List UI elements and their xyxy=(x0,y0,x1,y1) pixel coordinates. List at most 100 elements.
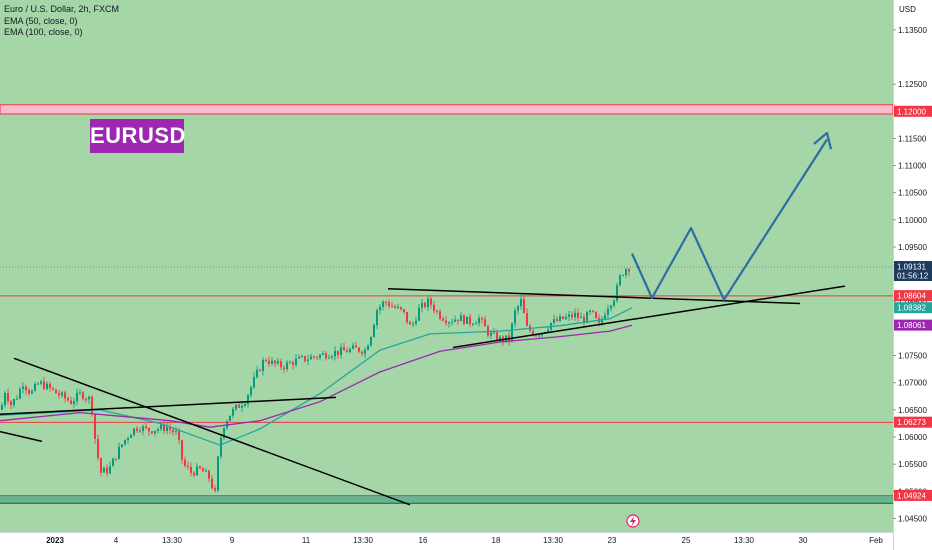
candle-body-203[interactable] xyxy=(610,305,612,309)
candle-body-28[interactable] xyxy=(85,399,87,401)
candle-body-55[interactable] xyxy=(166,427,168,432)
plot-background[interactable] xyxy=(0,0,893,532)
candle-body-10[interactable] xyxy=(31,390,33,394)
candle-body-72[interactable] xyxy=(217,456,219,491)
candle-body-138[interactable] xyxy=(415,320,417,324)
candle-body-50[interactable] xyxy=(151,431,153,434)
candle-body-8[interactable] xyxy=(25,386,27,391)
candle-body-143[interactable] xyxy=(430,298,432,305)
candle-body-165[interactable] xyxy=(496,332,498,342)
candle-body-66[interactable] xyxy=(199,466,201,469)
candle-body-62[interactable] xyxy=(187,465,189,468)
resistance-zone[interactable] xyxy=(0,104,894,115)
candle-body-80[interactable] xyxy=(241,405,243,408)
candle-body-11[interactable] xyxy=(34,383,36,391)
candle-body-185[interactable] xyxy=(556,319,558,321)
candle-body-18[interactable] xyxy=(55,389,57,394)
candle-body-148[interactable] xyxy=(445,320,447,323)
candle-body-2[interactable] xyxy=(7,393,9,402)
price-label-box-6[interactable] xyxy=(894,489,932,501)
candle-body-13[interactable] xyxy=(40,381,42,384)
candle-body-186[interactable] xyxy=(559,316,561,321)
candle-body-54[interactable] xyxy=(163,424,165,432)
candle-body-39[interactable] xyxy=(118,446,120,459)
candle-body-135[interactable] xyxy=(406,311,408,323)
price-label-box-1[interactable] xyxy=(894,261,932,282)
candle-body-40[interactable] xyxy=(121,444,123,447)
candle-body-170[interactable] xyxy=(511,323,513,341)
candle-body-17[interactable] xyxy=(52,387,54,390)
candle-body-196[interactable] xyxy=(589,310,591,313)
candle-body-93[interactable] xyxy=(280,361,282,368)
candle-body-29[interactable] xyxy=(88,396,90,400)
price-label-box-0[interactable] xyxy=(894,105,932,117)
candle-body-123[interactable] xyxy=(370,336,372,346)
candle-body-209[interactable] xyxy=(628,269,630,272)
candle-body-33[interactable] xyxy=(100,458,102,473)
candle-body-32[interactable] xyxy=(97,438,99,459)
candle-body-189[interactable] xyxy=(568,314,570,317)
candle-body-179[interactable] xyxy=(538,335,540,337)
candle-body-12[interactable] xyxy=(37,383,39,385)
candle-body-47[interactable] xyxy=(142,426,144,431)
candle-body-151[interactable] xyxy=(454,319,456,322)
candle-body-108[interactable] xyxy=(325,353,327,359)
candle-body-193[interactable] xyxy=(580,317,582,319)
candle-body-101[interactable] xyxy=(304,356,306,361)
candle-body-96[interactable] xyxy=(289,362,291,364)
candle-body-94[interactable] xyxy=(283,367,285,370)
candle-body-51[interactable] xyxy=(154,430,156,434)
candle-body-161[interactable] xyxy=(484,319,486,327)
candle-body-4[interactable] xyxy=(13,398,15,406)
candle-body-152[interactable] xyxy=(457,319,459,322)
candle-body-172[interactable] xyxy=(517,306,519,311)
candle-body-57[interactable] xyxy=(172,429,174,433)
candle-body-198[interactable] xyxy=(595,311,597,319)
candle-body-68[interactable] xyxy=(205,470,207,472)
candle-body-23[interactable] xyxy=(70,400,72,405)
trendline-3[interactable] xyxy=(387,288,801,305)
price-label-box-4[interactable] xyxy=(894,319,932,331)
legend-ema-100[interactable]: EMA (100, close, 0) xyxy=(4,27,83,37)
candle-body-110[interactable] xyxy=(331,356,333,358)
candle-body-163[interactable] xyxy=(490,332,492,336)
candle-body-37[interactable] xyxy=(112,458,114,467)
candle-body-19[interactable] xyxy=(58,393,60,396)
legend-ema-50[interactable]: EMA (50, close, 0) xyxy=(4,15,78,26)
candle-body-81[interactable] xyxy=(244,404,246,406)
ema-50-line[interactable] xyxy=(0,307,633,446)
support-zone[interactable] xyxy=(0,495,893,504)
candle-body-34[interactable] xyxy=(103,467,105,473)
candle-body-126[interactable] xyxy=(379,306,381,311)
candle-body-205[interactable] xyxy=(616,285,618,301)
candle-body-175[interactable] xyxy=(526,313,528,326)
candle-body-149[interactable] xyxy=(448,322,450,324)
candle-body-206[interactable] xyxy=(619,275,621,286)
candle-body-191[interactable] xyxy=(574,312,576,318)
projection-path[interactable] xyxy=(630,138,828,301)
candle-body-70[interactable] xyxy=(211,478,213,489)
candle-body-155[interactable] xyxy=(466,316,468,324)
candle-body-140[interactable] xyxy=(421,302,423,308)
candle-body-38[interactable] xyxy=(115,458,117,460)
candle-body-79[interactable] xyxy=(238,404,240,408)
candle-body-0[interactable] xyxy=(1,405,3,410)
candle-body-125[interactable] xyxy=(376,310,378,326)
candle-body-104[interactable] xyxy=(313,356,315,358)
candle-body-63[interactable] xyxy=(190,467,192,473)
candle-body-83[interactable] xyxy=(250,387,252,395)
candle-body-201[interactable] xyxy=(604,314,606,319)
candle-body-3[interactable] xyxy=(10,401,12,406)
candle-body-133[interactable] xyxy=(400,306,402,310)
candle-body-26[interactable] xyxy=(79,392,81,394)
candle-body-31[interactable] xyxy=(94,413,96,439)
candle-body-87[interactable] xyxy=(262,359,264,371)
candle-body-159[interactable] xyxy=(478,318,480,324)
candle-body-73[interactable] xyxy=(220,437,222,457)
candle-body-173[interactable] xyxy=(520,299,522,307)
candle-body-118[interactable] xyxy=(355,345,357,348)
candle-body-41[interactable] xyxy=(124,439,126,445)
candle-body-9[interactable] xyxy=(28,390,30,394)
candle-body-92[interactable] xyxy=(277,361,279,364)
